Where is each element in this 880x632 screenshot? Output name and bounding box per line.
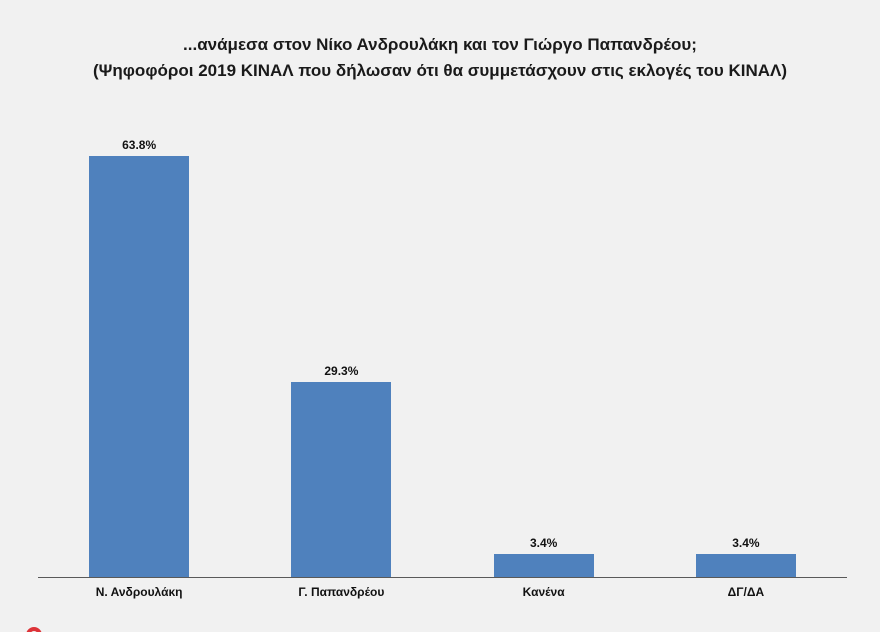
- bar-value-label: 3.4%: [529, 536, 558, 551]
- bar-value-label: 29.3%: [324, 364, 359, 379]
- chart-title: ...ανάμεσα στον Νίκο Ανδρουλάκη και τον …: [0, 32, 880, 83]
- bar-value-label: 3.4%: [732, 536, 760, 551]
- bar-group: 29.3% Γ. Παπανδρέου: [291, 138, 392, 599]
- chart-title-line1: ...ανάμεσα στον Νίκο Ανδρουλάκη και τον …: [183, 35, 697, 54]
- logo-icon: [26, 627, 42, 632]
- bar: [89, 156, 190, 577]
- plot-area: 63.8% Ν. Ανδρουλάκη 29.3% Γ. Παπανδρέου 3.4%…: [38, 138, 847, 599]
- category-label: Γ. Παπανδρέου: [298, 585, 385, 599]
- category-label: Κανένα: [522, 585, 565, 599]
- bar-group: 3.4% Κανένα: [493, 138, 594, 599]
- category-label: Ν. Ανδρουλάκη: [95, 585, 183, 599]
- bar: [291, 382, 392, 577]
- bar: [493, 554, 594, 577]
- bar-value-label: 63.8%: [122, 138, 157, 152]
- bar: [695, 554, 796, 577]
- chart-title-line2: (Ψηφοφόροι 2019 ΚΙΝΑΛ που δήλωσαν ότι θα…: [92, 60, 788, 80]
- bar-group: 3.4% ΔΓ/ΔΑ: [695, 138, 796, 599]
- bar-group: 63.8% Ν. Ανδρουλάκη: [89, 138, 190, 599]
- category-label: ΔΓ/ΔΑ: [727, 585, 765, 599]
